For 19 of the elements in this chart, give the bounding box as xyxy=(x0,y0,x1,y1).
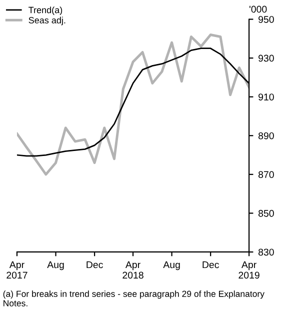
x-tick-label: Dec xyxy=(86,261,103,268)
y-axis-title: '000 xyxy=(250,6,267,13)
y-tick-label: 830 xyxy=(258,248,274,256)
x-tick-label: Apr 2018 xyxy=(122,261,144,279)
legend-label: Seas adj. xyxy=(28,16,66,26)
y-tick-label: 890 xyxy=(258,132,274,140)
line-series xyxy=(16,34,250,176)
y-tick-label: 950 xyxy=(258,16,274,23)
x-tick-label: Dec xyxy=(202,261,219,268)
x-tick-label: Aug xyxy=(47,261,64,270)
y-tick-label: 870 xyxy=(258,171,274,178)
x-tick-label: Aug xyxy=(163,261,180,270)
text: (a) For breaks in trend series - see paragraph 29 of the Explanatory Notes. xyxy=(3,290,264,306)
x-tick-label: Apr 2019 xyxy=(238,261,260,279)
y-tick-label: 910 xyxy=(258,94,274,100)
y-tick-label: 850 xyxy=(258,210,274,217)
y-tick-label: 930 xyxy=(258,54,274,62)
legend-label: Trend(a) xyxy=(28,6,62,15)
x-tick-label: Apr 2017 xyxy=(6,261,28,279)
